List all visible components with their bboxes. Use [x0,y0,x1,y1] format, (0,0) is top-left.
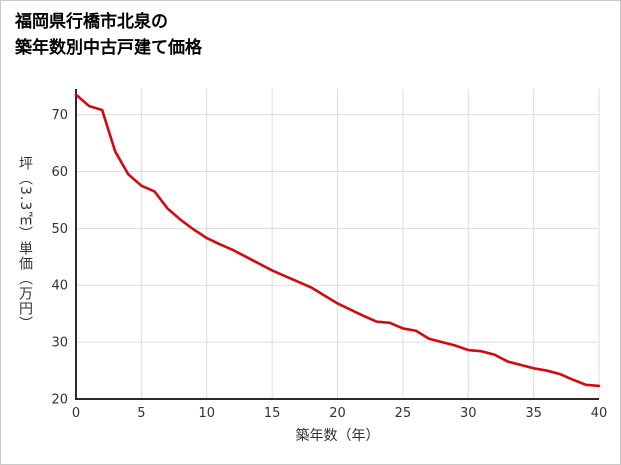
page-title: 福岡県行橋市北泉の 築年数別中古戸建て価格 [15,9,202,62]
x-tick-label: 25 [395,406,412,421]
x-tick-label: 35 [525,406,542,421]
page-title-line-2: 築年数別中古戸建て価格 [15,38,202,59]
x-tick-label: 10 [198,406,215,421]
y-tick-label: 50 [51,222,68,237]
price-line-series [74,93,601,388]
x-tick-label: 40 [591,406,608,421]
x-tick-label: 0 [72,406,80,421]
y-tick-label: 70 [51,108,68,123]
y-tick-label: 30 [51,336,68,351]
x-axis-label: 築年数（年） [295,428,380,444]
x-tick-label: 30 [460,406,477,421]
y-tick-label: 20 [51,393,68,408]
x-tick-label: 15 [264,406,281,421]
x-tick-label: 20 [329,406,346,421]
y-tick-label: 60 [51,165,68,180]
x-tick-label: 5 [137,406,145,421]
y-tick-label: 40 [51,279,68,294]
page-title-line-1: 福岡県行橋市北泉の [15,12,168,32]
y-axis-label: 坪（3.3㎡）単価（万円） [17,156,33,332]
